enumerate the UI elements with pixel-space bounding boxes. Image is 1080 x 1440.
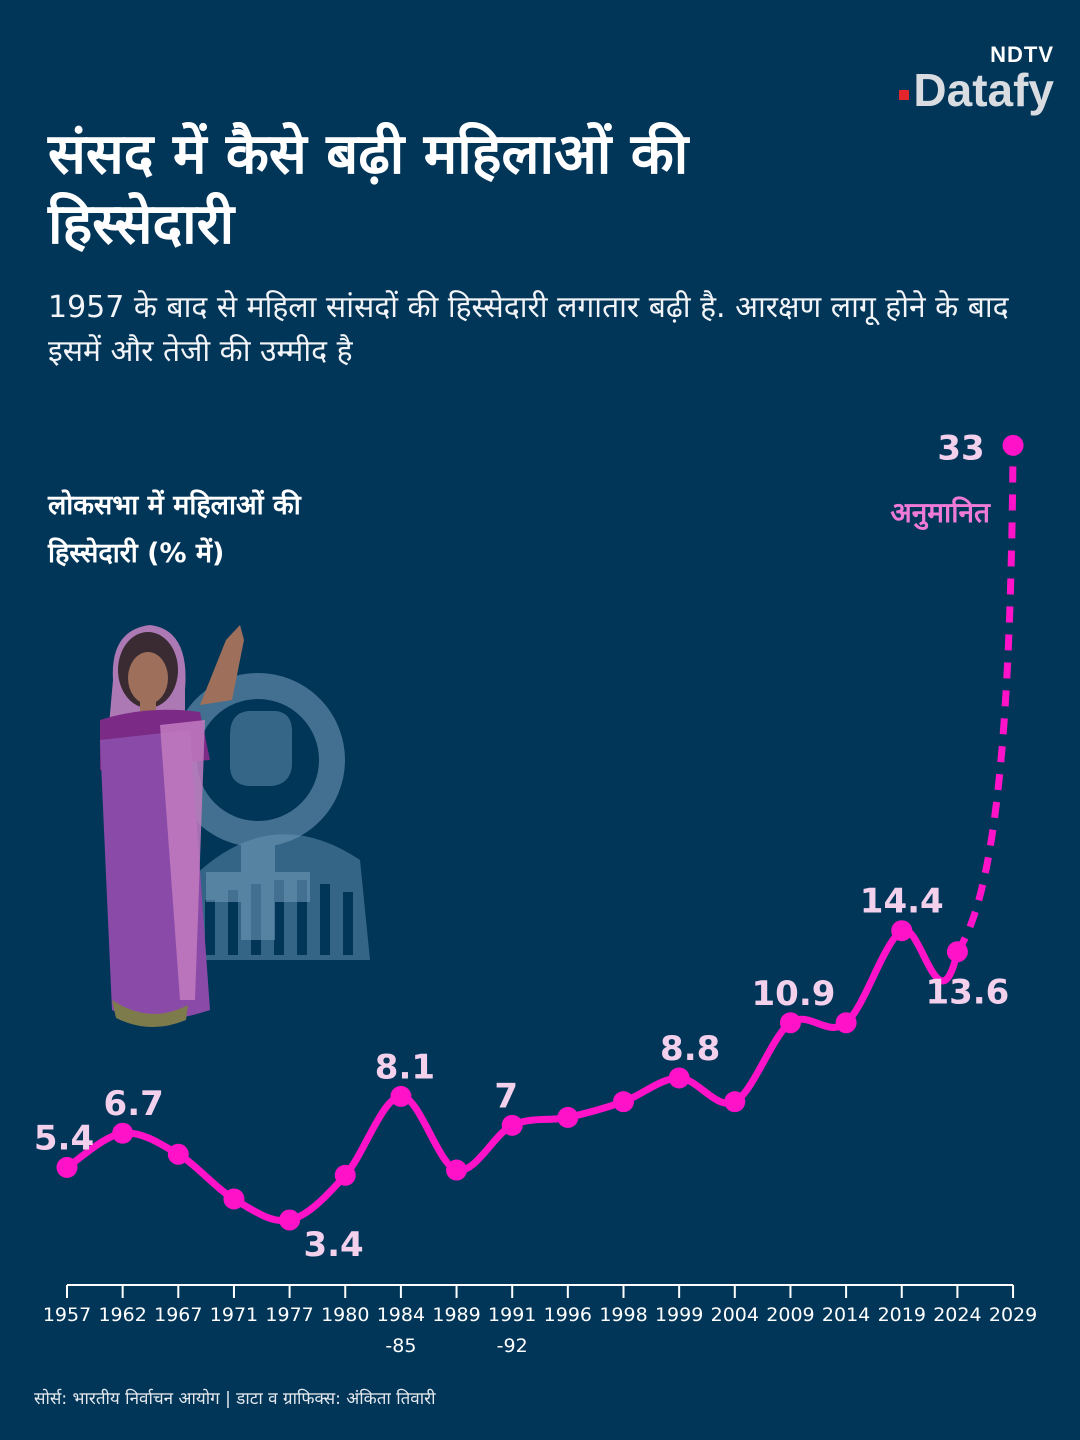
page-subtitle: 1957 के बाद से महिला सांसदों की हिस्सेदा… (48, 290, 1009, 369)
x-axis: 1957 1962 1967 1971 1977 1980 1984 -85 1989 1991 -… (43, 1284, 1037, 1357)
x-tick-label: 1977 (265, 1304, 313, 1326)
projected-series-line (954, 445, 1017, 954)
x-tick-label: 1991 (488, 1304, 536, 1326)
x-tick-label: 1984 (377, 1304, 425, 1326)
data-label: 8.1 (375, 1047, 435, 1087)
data-label: 33 (937, 428, 984, 468)
woman-icon (100, 625, 370, 1028)
data-point (1002, 434, 1024, 456)
logo-top-text: NDTV (990, 42, 1054, 67)
data-label: 14.4 (860, 882, 944, 922)
logo-main-label: Datafy (913, 64, 1054, 116)
data-point (279, 1209, 301, 1231)
x-tick-label: 1962 (98, 1304, 146, 1326)
data-point (946, 941, 968, 963)
x-tick-label: 1996 (544, 1304, 592, 1326)
data-label: 5.4 (34, 1118, 94, 1158)
x-tick-label: 2019 (878, 1304, 926, 1326)
data-point (835, 1012, 857, 1034)
woman-figure (100, 625, 244, 1028)
x-tick-label: 1957 (43, 1304, 91, 1326)
data-point (779, 1012, 801, 1034)
data-label: 13.6 (925, 973, 1009, 1013)
x-tick-label: 1989 (432, 1304, 480, 1326)
source-credit: सोर्स: भारतीय निर्वाचन आयोग | डाटा व ग्र… (34, 1389, 436, 1409)
projected-annotation: अनुमानित (890, 496, 991, 530)
data-label: 3.4 (303, 1225, 363, 1265)
x-tick-label: 2024 (933, 1304, 981, 1326)
x-tick-label: 2004 (711, 1304, 759, 1326)
ndtv-datafy-logo: NDTV Datafy (899, 44, 1054, 114)
logo-main-text: Datafy (899, 66, 1054, 114)
data-point (112, 1122, 134, 1144)
x-tick-label: -92 (497, 1335, 528, 1357)
female-symbol-icon (171, 673, 345, 940)
data-point (668, 1067, 690, 1089)
data-point (501, 1114, 523, 1136)
page-title: संसद में कैसे बढ़ी महिलाओं की हिस्सेदारी (48, 122, 689, 257)
x-tick-label: 1980 (321, 1304, 369, 1326)
x-tick-label: 2014 (822, 1304, 870, 1326)
y-axis-label: लोकसभा में महिलाओं की हिस्सेदारी (% में) (48, 490, 301, 569)
data-point (223, 1188, 245, 1210)
data-point (613, 1091, 634, 1113)
data-label: 6.7 (104, 1084, 164, 1124)
data-point (390, 1085, 412, 1107)
x-tick-label: 2029 (989, 1304, 1037, 1326)
data-label: 7 (494, 1076, 518, 1116)
data-labels: 5.46.7 3.4 8.1 7 8.8 10.9 14.4 13.6 33 (34, 428, 1009, 1265)
x-tick-label: 1971 (210, 1304, 258, 1326)
data-points (56, 434, 1024, 1231)
x-tick-label: 1967 (154, 1304, 202, 1326)
data-point (557, 1106, 579, 1128)
data-point (724, 1091, 746, 1113)
data-point (446, 1159, 468, 1181)
x-tick-label: 1998 (599, 1304, 647, 1326)
data-point (56, 1156, 78, 1178)
data-point (334, 1164, 356, 1186)
data-point (891, 920, 913, 942)
logo-red-dot (899, 90, 910, 100)
data-label: 10.9 (752, 974, 836, 1014)
x-tick-label: 2009 (766, 1304, 814, 1326)
data-label: 8.8 (660, 1029, 720, 1069)
x-tick-label: -85 (385, 1335, 416, 1357)
x-tick-label: 1999 (655, 1304, 703, 1326)
data-point (167, 1143, 189, 1165)
